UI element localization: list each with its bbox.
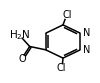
Text: O: O — [19, 54, 26, 64]
Text: N: N — [82, 28, 90, 38]
Text: H$_2$N: H$_2$N — [9, 28, 30, 42]
Text: N: N — [82, 45, 90, 55]
Text: Cl: Cl — [56, 63, 66, 73]
Text: Cl: Cl — [63, 10, 72, 20]
